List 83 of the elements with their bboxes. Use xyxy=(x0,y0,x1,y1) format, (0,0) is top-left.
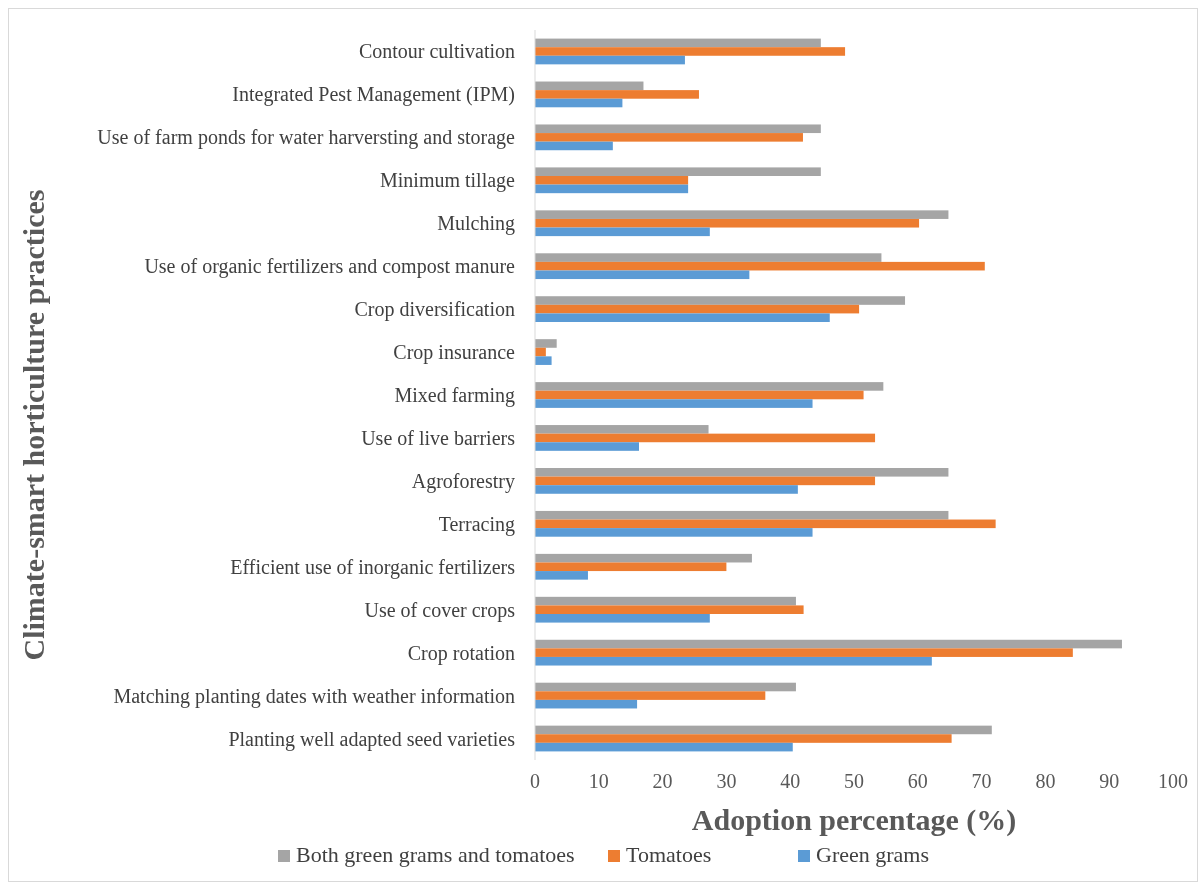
bar xyxy=(535,210,949,219)
bar xyxy=(535,90,699,99)
y-tick-label: Terracing xyxy=(438,512,515,536)
y-tick-label: Agroforestry xyxy=(411,469,515,493)
x-tick-label: 50 xyxy=(844,770,864,792)
x-tick-label: 10 xyxy=(588,770,609,792)
bar xyxy=(535,605,804,614)
bar xyxy=(535,691,766,700)
bar xyxy=(535,176,689,185)
bar xyxy=(535,390,864,400)
y-tick-label: Mixed farming xyxy=(394,384,515,407)
bar xyxy=(535,227,710,237)
x-tick-label: 90 xyxy=(1099,770,1120,792)
bar xyxy=(535,339,557,348)
bar xyxy=(535,184,689,194)
x-tick-label: 80 xyxy=(1035,770,1056,792)
x-axis-title: Adoption percentage (%) xyxy=(691,803,1017,837)
bar xyxy=(535,682,796,692)
bar xyxy=(535,38,821,48)
bar xyxy=(535,442,639,451)
y-tick-label: Use of farm ponds for water harversting and storage xyxy=(97,126,516,150)
bar xyxy=(535,47,846,56)
bar xyxy=(535,519,996,529)
bar xyxy=(535,648,1073,657)
bar xyxy=(535,382,884,391)
bar xyxy=(535,55,685,65)
bar xyxy=(535,270,750,280)
bar xyxy=(535,304,860,314)
bar xyxy=(535,81,644,91)
y-tick-label: Crop insurance xyxy=(393,341,516,365)
legend-label: Green grams xyxy=(816,842,930,867)
bar xyxy=(535,98,623,108)
bar xyxy=(535,261,985,271)
y-axis-title: Climate-smart horticulture practices xyxy=(17,189,50,661)
bar xyxy=(535,253,882,262)
bar xyxy=(535,296,906,305)
x-tick-label: 100 xyxy=(1158,770,1188,792)
y-tick-label: Use of cover crops xyxy=(364,598,516,622)
bar xyxy=(535,656,932,666)
bar xyxy=(535,433,876,443)
bar xyxy=(535,614,710,623)
bar xyxy=(535,218,920,228)
y-tick-label: Integrated Pest Management (IPM) xyxy=(232,83,515,107)
bar xyxy=(535,141,613,151)
y-tick-label: Contour cultivation xyxy=(358,40,515,63)
bar xyxy=(535,167,821,176)
y-tick-label: Efficient use of inorganic fertilizers xyxy=(230,555,516,579)
y-tick-label: Use of live barriers xyxy=(361,426,516,449)
bar xyxy=(535,485,798,494)
bar xyxy=(535,734,952,743)
y-tick-label: Crop rotation xyxy=(407,641,515,665)
bar xyxy=(535,133,803,142)
bar xyxy=(535,399,813,408)
x-tick-label: 20 xyxy=(652,770,673,792)
x-tick-label: 40 xyxy=(780,770,801,792)
bar xyxy=(535,476,876,486)
bar xyxy=(535,510,949,520)
y-tick-label: Crop diversification xyxy=(354,298,515,322)
bar xyxy=(535,468,949,477)
y-tick-label: Minimum tillage xyxy=(380,169,516,193)
legend-label: Both green grams and tomatoes xyxy=(296,842,575,867)
legend-label: Tomatoes xyxy=(626,842,712,867)
bar xyxy=(535,313,830,322)
bar xyxy=(535,725,992,735)
bar xyxy=(535,571,588,580)
bar xyxy=(535,699,638,709)
y-tick-label: Use of organic fertilizers and compost manure xyxy=(144,255,516,279)
bar xyxy=(535,528,813,537)
bar xyxy=(535,356,552,365)
y-tick-label: Matching planting dates with weather information xyxy=(113,684,515,708)
x-tick-label: 30 xyxy=(716,770,737,792)
x-tick-label: 60 xyxy=(907,770,928,792)
bar xyxy=(535,742,793,752)
bar xyxy=(535,124,821,134)
x-tick-label: 0 xyxy=(530,770,540,792)
bar xyxy=(535,596,796,606)
bar xyxy=(535,553,752,563)
bar xyxy=(535,562,727,572)
x-tick-label: 70 xyxy=(971,770,992,792)
y-tick-label: Mulching xyxy=(437,212,515,236)
bar xyxy=(535,639,1122,649)
bar xyxy=(535,425,709,434)
y-tick-label: Planting well adapted seed varieties xyxy=(228,727,516,751)
